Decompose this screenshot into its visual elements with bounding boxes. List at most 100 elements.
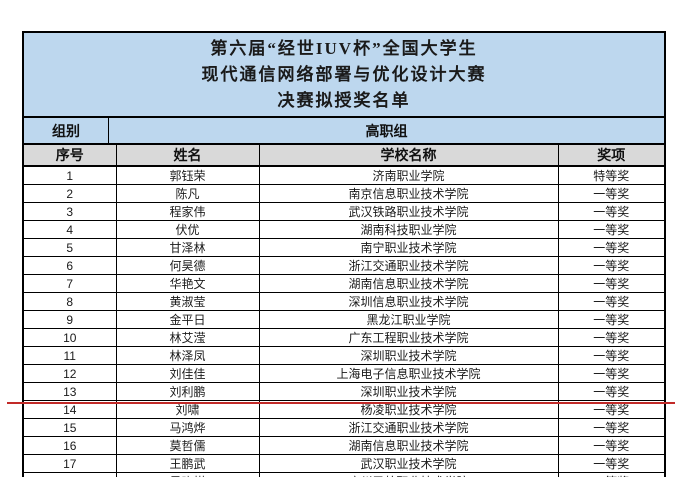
group-header-row: 组别 高职组 [24, 118, 664, 145]
table-row: 17 王鹏武 武汉职业技术学院 一等奖 [24, 454, 664, 473]
table-row: 12 刘佳佳 上海电子信息职业技术学院 一等奖 [24, 364, 664, 383]
cell-name: 华艳文 [116, 274, 260, 293]
cell-name: 陈凡 [116, 184, 260, 203]
cell-school: 武汉职业技术学院 [259, 454, 559, 473]
table-row: 6 何昊德 浙江交通职业技术学院 一等奖 [24, 256, 664, 275]
cell-name: 刘佳佳 [116, 364, 260, 383]
cell-no: 7 [24, 274, 117, 293]
cell-award: 一等奖 [558, 202, 664, 221]
cell-school: 深圳职业技术学院 [259, 382, 559, 401]
col-header-no: 序号 [24, 145, 117, 167]
cell-name: 何昊德 [116, 256, 260, 275]
cell-no: 1 [24, 166, 117, 185]
cell-school: 湖南信息职业技术学院 [259, 436, 559, 455]
cell-award: 一等奖 [558, 274, 664, 293]
cell-name: 林泽凤 [116, 346, 260, 365]
col-header-name: 姓名 [116, 145, 260, 167]
cell-name: 伏优 [116, 220, 260, 239]
cell-school: 济南职业学院 [259, 166, 559, 185]
cell-award: 一等奖 [558, 418, 664, 437]
cell-name: 黄淑莹 [116, 292, 260, 311]
cell-no: 15 [24, 418, 117, 437]
cell-school: 南宁职业技术学院 [259, 238, 559, 257]
cell-award: 一等奖 [558, 238, 664, 257]
table-row: 11 林泽凤 深圳职业技术学院 一等奖 [24, 346, 664, 365]
cell-no: 12 [24, 364, 117, 383]
table-row: 9 金平日 黑龙江职业学院 一等奖 [24, 310, 664, 329]
cell-name: 程家伟 [116, 202, 260, 221]
cell-school: 杨凌职业技术学院 [259, 400, 559, 419]
cell-school: 浙江交通职业技术学院 [259, 418, 559, 437]
cell-school: 广东工程职业技术学院 [259, 328, 559, 347]
title-line-3: 决赛拟授奖名单 [277, 90, 411, 110]
cell-no: 5 [24, 238, 117, 257]
cell-school: 广州民航职业技术学院 [259, 472, 559, 477]
cell-award: 一等奖 [558, 310, 664, 329]
award-table: 第六届“经世IUV杯”全国大学生 现代通信网络部署与优化设计大赛 决赛拟授奖名单… [22, 31, 666, 477]
cell-no: 14 [24, 400, 117, 419]
cell-award: 一等奖 [558, 220, 664, 239]
column-header-row: 序号 姓名 学校名称 奖项 [24, 145, 664, 167]
results-table: 序号 姓名 学校名称 奖项 1 郭钰荣 济南职业学院 特等奖 2 陈凡 南京信息职业技术学院… [24, 145, 664, 477]
cell-award: 一等奖 [558, 184, 664, 203]
col-header-award: 奖项 [558, 145, 664, 167]
cell-school: 南京信息职业技术学院 [259, 184, 559, 203]
table-row: 15 马鸿烨 浙江交通职业技术学院 一等奖 [24, 418, 664, 437]
cell-award: 一等奖 [558, 364, 664, 383]
cell-no: 6 [24, 256, 117, 275]
table-row: 16 莫哲儒 湖南信息职业技术学院 一等奖 [24, 436, 664, 455]
cell-no: 4 [24, 220, 117, 239]
cell-name: 马鸿烨 [116, 418, 260, 437]
table-row: 2 陈凡 南京信息职业技术学院 一等奖 [24, 184, 664, 203]
cell-award: 一等奖 [558, 346, 664, 365]
cell-school: 上海电子信息职业技术学院 [259, 364, 559, 383]
cell-award: 特等奖 [558, 166, 664, 185]
table-row: 8 黄淑莹 深圳信息职业技术学院 一等奖 [24, 292, 664, 311]
table-row: 5 甘泽林 南宁职业技术学院 一等奖 [24, 238, 664, 257]
table-row: 3 程家伟 武汉铁路职业技术学院 一等奖 [24, 202, 664, 221]
cell-name: 刘利鹏 [116, 382, 260, 401]
cell-no: 3 [24, 202, 117, 221]
cell-school: 深圳信息职业技术学院 [259, 292, 559, 311]
table-row: 7 华艳文 湖南信息职业技术学院 一等奖 [24, 274, 664, 293]
cell-school: 湖南科技职业学院 [259, 220, 559, 239]
cell-no: 18 [24, 472, 117, 477]
table-row: 18吴晓棋广州民航职业技术学院一等奖 [24, 472, 664, 477]
cell-award: 一等奖 [558, 436, 664, 455]
cell-award: 一等奖 [558, 454, 664, 473]
cell-award: 一等奖 [558, 292, 664, 311]
table-row: 14 刘啸 杨凌职业技术学院 一等奖 [24, 400, 664, 419]
cell-name: 刘啸 [116, 400, 260, 419]
cell-school: 武汉铁路职业技术学院 [259, 202, 559, 221]
red-marker-line [7, 402, 675, 404]
cell-no: 10 [24, 328, 117, 347]
group-value-cell: 高职组 [365, 124, 408, 140]
cell-school: 深圳职业技术学院 [259, 346, 559, 365]
table-title: 第六届“经世IUV杯”全国大学生 现代通信网络部署与优化设计大赛 决赛拟授奖名单 [24, 33, 664, 118]
cell-no: 11 [24, 346, 117, 365]
cell-award: 一等奖 [558, 382, 664, 401]
cell-award: 一等奖 [558, 400, 664, 419]
cell-no: 9 [24, 310, 117, 329]
cell-no: 8 [24, 292, 117, 311]
cell-school: 湖南信息职业技术学院 [259, 274, 559, 293]
cell-award: 一等奖 [558, 472, 664, 477]
table-row: 13 刘利鹏 深圳职业技术学院 一等奖 [24, 382, 664, 401]
cell-no: 16 [24, 436, 117, 455]
table-row: 10 林艾滢 广东工程职业技术学院 一等奖 [24, 328, 664, 347]
cell-name: 甘泽林 [116, 238, 260, 257]
table-row: 1 郭钰荣 济南职业学院 特等奖 [24, 166, 664, 185]
cell-award: 一等奖 [558, 256, 664, 275]
cell-no: 2 [24, 184, 117, 203]
group-label-cell: 组别 [24, 118, 109, 143]
cell-no: 17 [24, 454, 117, 473]
cell-school: 浙江交通职业技术学院 [259, 256, 559, 275]
cell-name: 林艾滢 [116, 328, 260, 347]
cell-school: 黑龙江职业学院 [259, 310, 559, 329]
cell-no: 13 [24, 382, 117, 401]
cell-name: 吴晓棋 [116, 472, 260, 477]
col-header-school: 学校名称 [259, 145, 559, 167]
cell-award: 一等奖 [558, 328, 664, 347]
title-line-1: 第六届“经世IUV杯”全国大学生 [210, 38, 478, 58]
